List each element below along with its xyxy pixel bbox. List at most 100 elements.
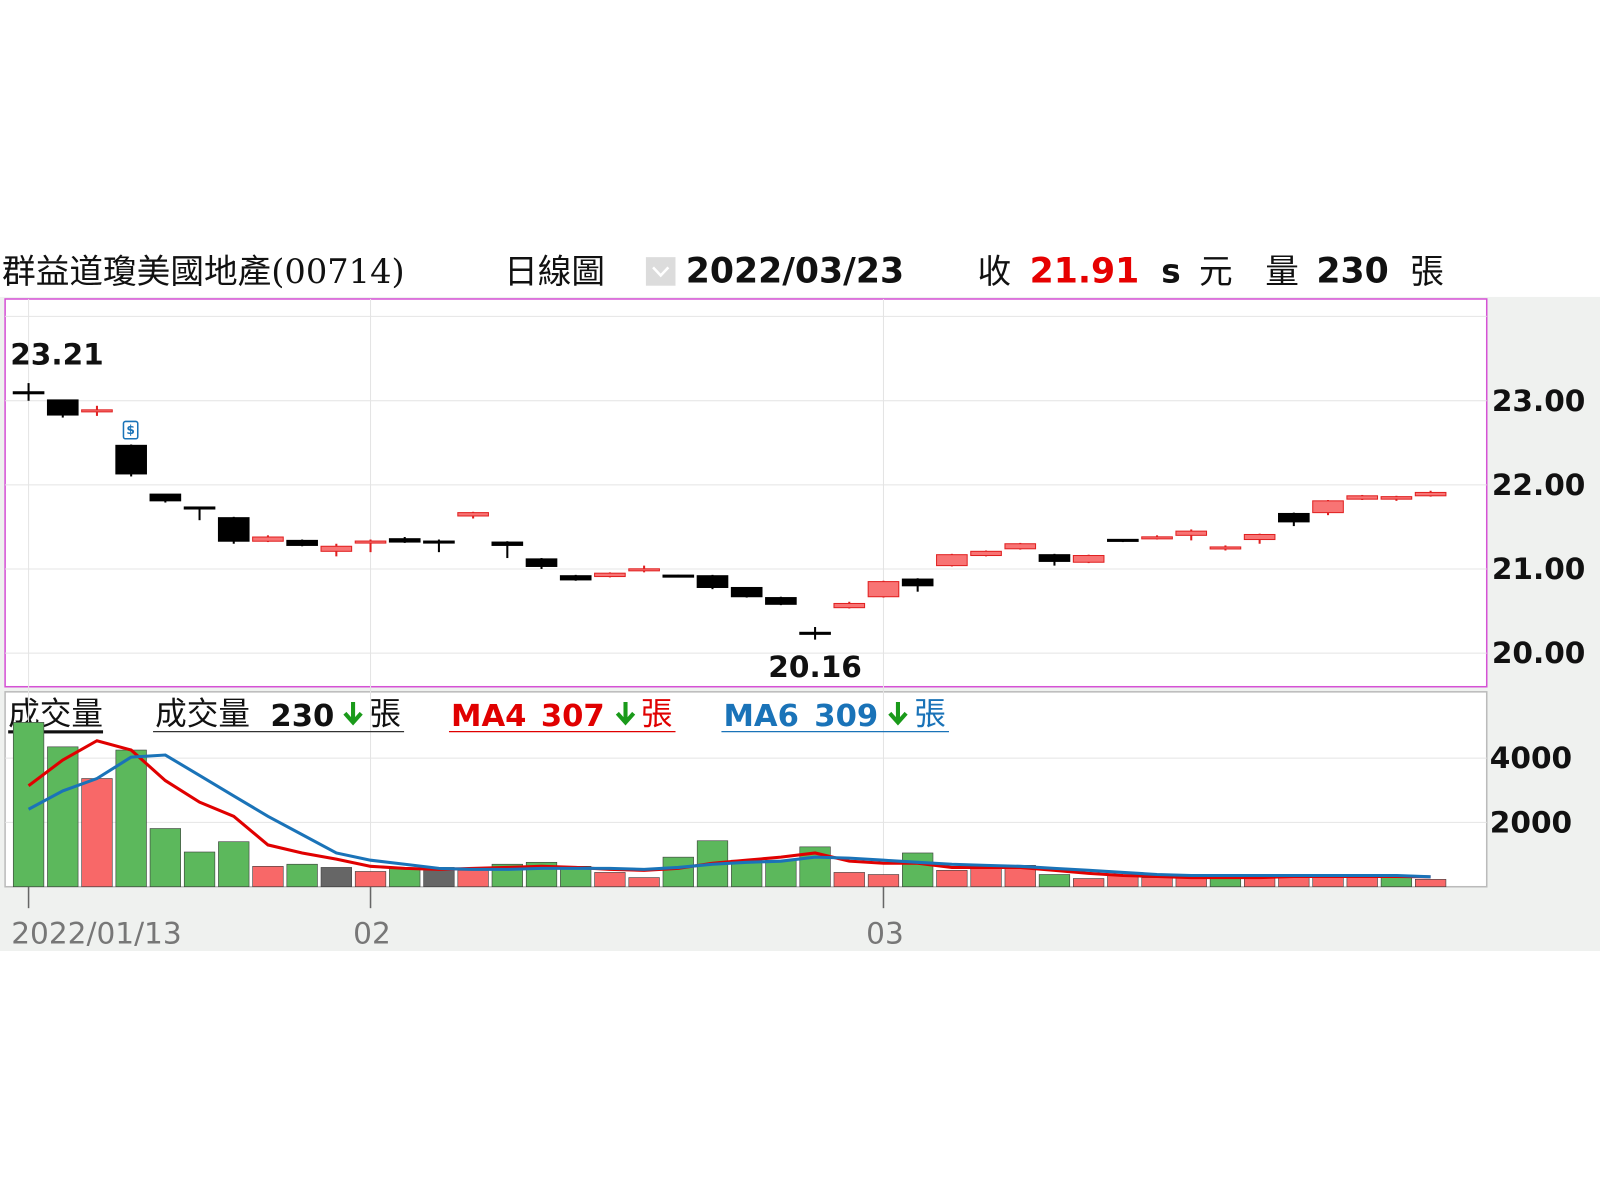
legend-unit: 張 (641, 696, 673, 732)
volume-bar (970, 867, 1002, 888)
volume-bar (662, 856, 694, 888)
candle-body (799, 631, 831, 635)
legend-unit: 張 (369, 696, 401, 732)
candle-body (662, 574, 695, 578)
volume-bar (81, 778, 113, 888)
volume-bar (218, 841, 250, 888)
volume-bar (183, 851, 216, 888)
close-flag: s (1161, 252, 1180, 290)
volume-bar (115, 749, 147, 888)
candle-body (46, 399, 79, 416)
down-arrow (888, 702, 908, 726)
candle-body (12, 391, 45, 395)
dividend-icon[interactable] (122, 420, 139, 440)
candle-body (457, 512, 489, 517)
date: 2022/03/23 (686, 251, 904, 291)
volume-label: 量 (1265, 252, 1299, 291)
candle-body (730, 586, 763, 598)
y-tick-label: 23.00 (1492, 384, 1586, 418)
volume-bar (320, 867, 352, 888)
volume-bar (867, 874, 900, 888)
y2-tick-label: 4000 (1490, 741, 1572, 775)
currency: 元 (1199, 252, 1233, 291)
candle-body (594, 572, 626, 578)
candle-body (1175, 530, 1208, 536)
candle-body (525, 558, 558, 567)
volume-bar (902, 852, 934, 888)
candle-body (115, 444, 147, 475)
volume-bar (47, 746, 79, 888)
y2-tick-label: 2000 (1490, 805, 1572, 839)
candle-body (1107, 538, 1139, 542)
candle-body (81, 409, 113, 413)
period[interactable]: 日線圖 (504, 252, 605, 291)
dividend-marker: $ (126, 423, 135, 437)
volume-unit: 張 (1410, 252, 1444, 291)
chart-title: 群益道瓊美國地產(00714) (2, 252, 405, 291)
candle-body (970, 550, 1002, 557)
down-arrow (343, 702, 363, 726)
candle-body (491, 541, 524, 546)
volume-bar (389, 868, 421, 888)
period-dropdown[interactable] (645, 257, 676, 286)
candle-body (1414, 491, 1447, 497)
candle-body (901, 578, 934, 587)
legend: 成交量 230 張 MA4 307 張 MA6 309 張 (153, 696, 949, 734)
candle-body (1380, 496, 1413, 500)
volume-bar (252, 866, 284, 888)
price-panel (4, 298, 1488, 688)
volume-bar (1380, 877, 1413, 888)
volume-bar (1073, 878, 1105, 888)
candle-body (149, 493, 182, 502)
header-background (0, 250, 1600, 297)
legend-ma6-name: MA6 (723, 699, 798, 734)
volume-bar (354, 871, 387, 888)
volume-bar (1038, 874, 1071, 888)
volume-bar (149, 828, 181, 888)
volume-bar (1141, 877, 1173, 888)
volume-bar (936, 870, 968, 888)
candle-body (1278, 512, 1310, 523)
volume-bar (594, 872, 626, 888)
candle-body (833, 602, 866, 609)
candle-body (559, 575, 592, 581)
close-value: 21.91 (1030, 251, 1140, 291)
candle-body (183, 506, 216, 510)
candle-body (1346, 495, 1379, 500)
legend-ma6-value: 309 (814, 699, 878, 734)
down-arrow (615, 702, 636, 726)
volume-bar (628, 877, 660, 888)
legend-unit: 張 (914, 696, 946, 732)
candle-body (286, 539, 318, 546)
candle-body (765, 597, 797, 605)
y-tick-label: 22.00 (1492, 468, 1586, 502)
max-label: 23.21 (10, 338, 104, 372)
close-label: 收 (978, 252, 1012, 291)
x-tick-label: 03 (866, 917, 904, 951)
x-tick-label: 2022/01/13 (11, 917, 181, 951)
volume-bar (1415, 879, 1447, 888)
candle-body (1141, 536, 1173, 540)
candle-body (696, 575, 729, 588)
volume-value: 230 (1316, 251, 1388, 291)
volume-bar (731, 859, 763, 888)
candle-body (217, 517, 250, 542)
volume-bar (286, 863, 318, 888)
legend-ma4-name: MA4 (451, 699, 526, 734)
candle-body (252, 536, 284, 542)
candle-body (354, 540, 387, 544)
candle-body (628, 568, 660, 572)
volume-bar (833, 872, 865, 888)
y-tick-label: 20.00 (1492, 636, 1586, 670)
y-tick-label: 21.00 (1492, 552, 1586, 586)
volume-panel (4, 691, 1488, 888)
candle-body (1209, 546, 1242, 550)
min-label: 20.16 (768, 650, 862, 684)
volume-bar (1312, 877, 1344, 888)
candle-body (1038, 554, 1071, 562)
ma-line (27, 753, 1431, 879)
candle-body (1072, 555, 1105, 563)
x-tick-label: 02 (353, 917, 391, 951)
candle-body (1312, 500, 1344, 514)
